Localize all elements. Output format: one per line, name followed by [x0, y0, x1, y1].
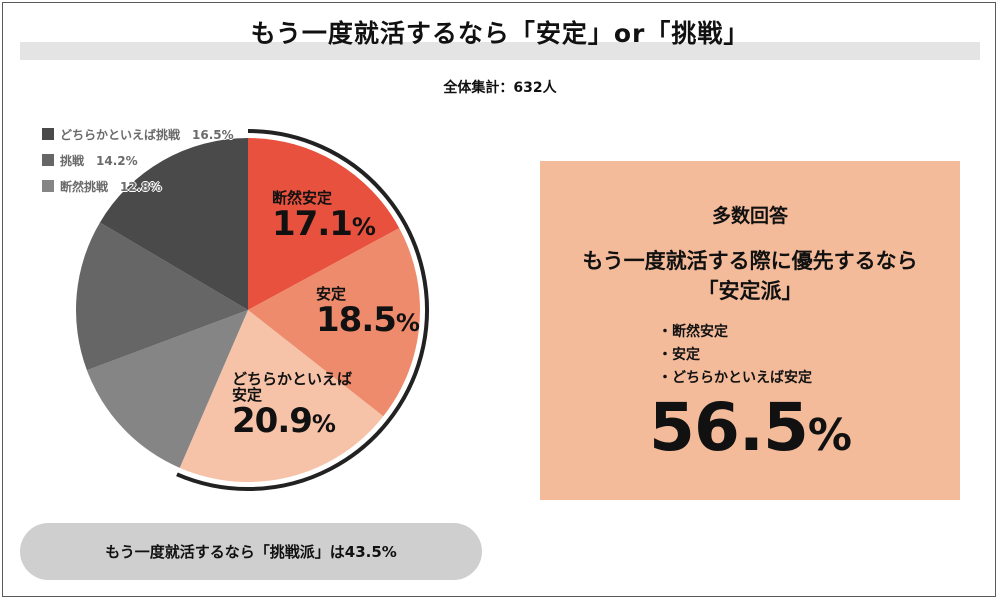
antei-group-arc	[176, 129, 429, 491]
chart-subtitle: 全体集計：632人	[443, 80, 557, 96]
pie-slice	[248, 228, 420, 417]
summary-list-item: ・どちらかといえば安定	[658, 370, 812, 386]
majority-summary-box: 多数回答 もう一度就活する際に優先するなら 「安定派」 ・断然安定 ・安定 ・ど…	[540, 161, 960, 500]
legend: どちらかといえば挑戦 16.5% 挑戦 14.2% 断然挑戦 12.8%	[42, 121, 234, 199]
slice-name: どちらかといえば	[232, 370, 353, 388]
percent-sign: %	[351, 212, 376, 241]
legend-swatch	[42, 154, 54, 166]
summary-heading: 多数回答	[711, 205, 788, 227]
legend-swatch	[42, 180, 54, 192]
legend-label: 断然挑戦 12.8%	[60, 179, 162, 194]
pie-slice	[99, 138, 249, 310]
slice-name: 安定	[232, 385, 263, 404]
percent-sign: %	[807, 410, 852, 461]
summary-line2: 「安定派」	[697, 279, 803, 303]
pie-slice	[248, 138, 400, 310]
slice-label-danzen-antei: 断然安定 17.1%	[272, 189, 376, 244]
summary-total: 56.5%	[540, 389, 960, 466]
summary-total-value: 56.5	[649, 389, 809, 466]
legend-label: 挑戦 14.2%	[60, 153, 138, 168]
slice-percent: 18.5%	[316, 299, 420, 340]
pie-slice	[76, 222, 249, 371]
slice-percent: 20.9%	[232, 400, 352, 441]
challenge-summary-pill: もう一度就活するなら「挑戦派」は43.5%	[20, 523, 482, 580]
slice-label-dochiraka-antei: どちらかといえば 安定 20.9%	[232, 370, 353, 441]
pie-slices	[76, 138, 420, 483]
title-band	[20, 42, 980, 60]
legend-item: 断然挑戦 12.8%	[42, 173, 234, 199]
summary-line1: もう一度就活する際に優先するなら	[582, 249, 918, 273]
slice-label-antei: 安定 18.5%	[316, 285, 420, 340]
pie-slice	[86, 310, 248, 468]
slice-name: 安定	[316, 285, 347, 303]
slice-percent: 17.1%	[272, 203, 376, 244]
slice-value: 20.9	[232, 400, 313, 441]
summary-list-item: ・断然安定	[658, 324, 728, 340]
slice-value: 17.1	[272, 203, 353, 244]
percent-sign: %	[395, 308, 420, 337]
legend-item: どちらかといえば挑戦 16.5%	[42, 121, 234, 147]
slice-name: 断然安定	[272, 189, 333, 207]
chart-title: もう一度就活するなら「安定」or「挑戦」	[250, 19, 750, 48]
legend-label: どちらかといえば挑戦 16.5%	[60, 127, 234, 142]
legend-item: 挑戦 14.2%	[42, 147, 234, 173]
pie-slice	[179, 310, 384, 483]
summary-list-item: ・安定	[658, 347, 700, 363]
legend-swatch	[42, 128, 54, 140]
challenge-summary-text: もう一度就活するなら「挑戦派」は43.5%	[105, 543, 397, 561]
summary-list: ・断然安定 ・安定 ・どちらかといえば安定	[658, 321, 812, 390]
slice-value: 18.5	[316, 299, 397, 340]
percent-sign: %	[311, 409, 336, 438]
